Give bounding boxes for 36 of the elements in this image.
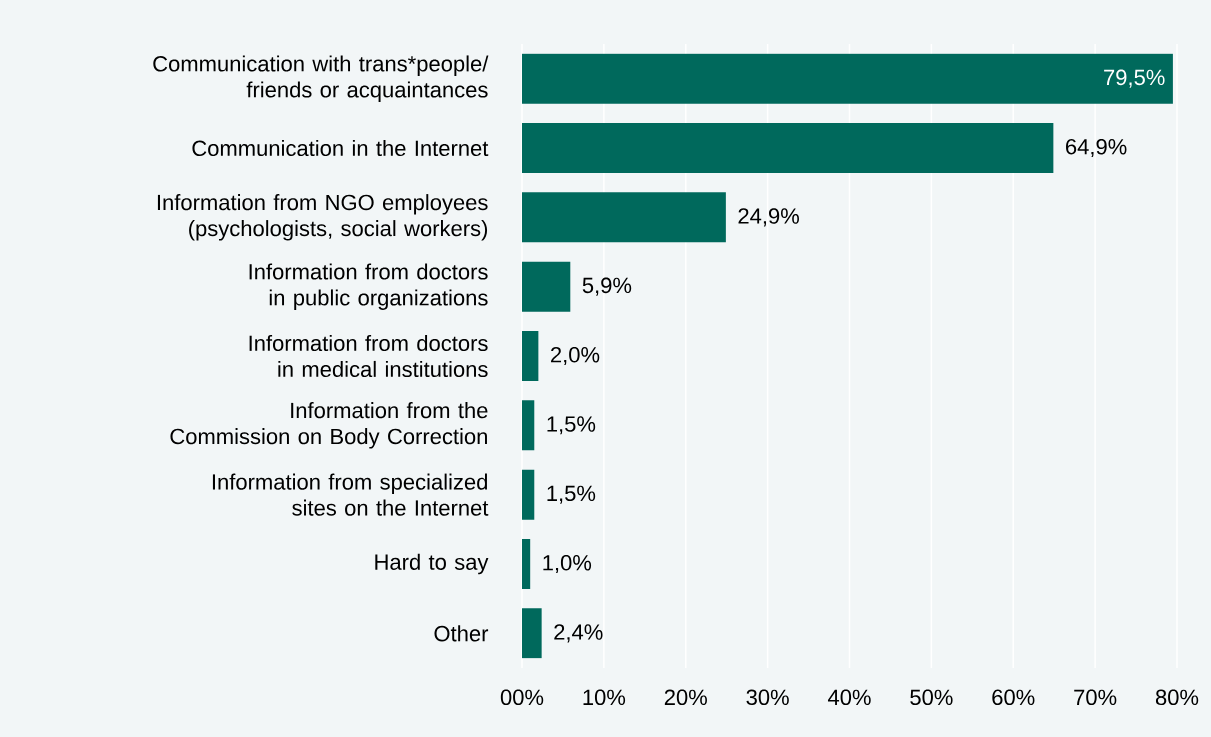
- x-tick-label: 40%: [827, 689, 871, 706]
- bar: [522, 192, 726, 243]
- bar: [522, 400, 535, 451]
- y-tick-label: Information from NGO employees (psychologists, social workers): [157, 194, 488, 241]
- data-label: 79,5%: [1104, 69, 1165, 88]
- bar: [522, 53, 1173, 104]
- y-tick-label: Information from doctors in medical institutions: [249, 334, 488, 378]
- data-label: 5,9%: [582, 277, 632, 296]
- y-tick-label: Information from the Commission on Body Correction: [170, 402, 488, 449]
- bar: [522, 469, 535, 520]
- data-label: 64,9%: [1066, 138, 1127, 158]
- x-tick-label: 50%: [910, 689, 953, 706]
- x-tick-label: 00%: [500, 689, 544, 706]
- x-tick-label: 10%: [583, 689, 626, 706]
- y-tick-label: Information from doctors in public organizations: [249, 263, 488, 310]
- x-tick-label: 60%: [992, 689, 1035, 706]
- x-tick-label: 80%: [1155, 689, 1199, 706]
- data-label: 2,4%: [554, 624, 603, 643]
- bar: [522, 608, 542, 659]
- y-tick-label: Communication with trans*people/ friends or acquaintances: [153, 55, 489, 102]
- x-tick-label: 20%: [664, 689, 707, 706]
- x-tick-label: 70%: [1074, 689, 1117, 706]
- y-tick-label: Communication in the Internet: [192, 139, 489, 157]
- y-tick-label: Hard to say: [375, 553, 489, 575]
- bar: [522, 539, 531, 590]
- data-label: 1,0%: [543, 554, 592, 574]
- data-label: 24,9%: [738, 208, 799, 227]
- data-label: 2,0%: [551, 346, 600, 366]
- bar: [522, 331, 539, 382]
- y-tick-label: Other: [434, 625, 489, 642]
- x-tick-label: 30%: [746, 689, 789, 706]
- y-tick-label: Information from specialized sites on the Internet: [212, 473, 489, 516]
- data-label: 1,5%: [547, 485, 596, 504]
- bar: [522, 123, 1054, 174]
- data-label: 1,5%: [547, 416, 596, 435]
- bar: [522, 261, 571, 312]
